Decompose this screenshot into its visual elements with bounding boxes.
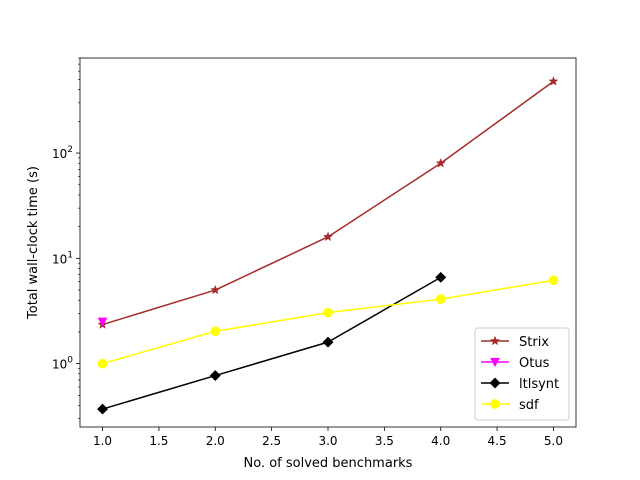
legend-label: ltlsynt: [519, 377, 559, 392]
x-tick-label: 1.5: [149, 434, 168, 448]
x-tick-label: 1.0: [93, 434, 112, 448]
y-tick-label-exponent: 1: [67, 250, 73, 260]
y-tick-label-exponent: 0: [67, 356, 73, 366]
series-line: [102, 276, 442, 410]
legend-marker: [489, 377, 501, 389]
y-tick-label-base: 10: [52, 252, 67, 266]
legend-marker: [490, 357, 500, 368]
series-sdf: [97, 275, 559, 369]
series-ltlsynt: [96, 271, 447, 415]
y-tick-label: 100: [52, 356, 73, 372]
data-point: [435, 157, 446, 168]
data-point: [435, 294, 446, 304]
data-point: [435, 271, 447, 283]
legend-marker: [490, 399, 500, 409]
data-point: [96, 403, 109, 415]
x-tick-label: 2.5: [262, 434, 281, 448]
y-tick-label-base: 10: [52, 358, 67, 372]
data-point: [548, 76, 559, 86]
legend-marker: [489, 335, 501, 346]
x-tick-label: 3.0: [318, 434, 337, 448]
x-tick-label: 4.5: [488, 434, 507, 448]
legend-label: Strix: [519, 335, 549, 350]
x-axis-label: No. of solved benchmarks: [244, 456, 413, 471]
x-tick-label: 3.5: [375, 434, 394, 448]
y-tick-label-exponent: 2: [67, 145, 73, 155]
x-tick-label: 2.0: [206, 434, 225, 448]
x-tick-label: 5.0: [544, 434, 563, 448]
series-otus: [97, 317, 108, 327]
plot-frame: [79, 57, 577, 428]
legend-box: [474, 327, 570, 421]
data-point: [548, 275, 559, 286]
y-tick-label: 102: [52, 145, 73, 161]
legend-entry-otus: Otus: [481, 356, 550, 371]
legend-entry-ltlsynt: ltlsynt: [481, 377, 559, 392]
legend: Strix Otus ltlsynt sdf: [474, 327, 570, 421]
data-point: [97, 358, 108, 369]
data-point: [322, 336, 334, 348]
data-point: [323, 307, 333, 318]
y-tick-label: 101: [52, 250, 73, 266]
data-point: [322, 231, 334, 242]
data-point: [97, 317, 108, 327]
x-axis-ticks: 1.0 1.5 2.0 2.5 3.0 3.5 4.0 4.5 5.0: [93, 427, 563, 448]
y-tick-label-base: 10: [52, 147, 67, 161]
legend-label: sdf: [519, 398, 539, 413]
y-axis-label: Total wall-clock time (s): [26, 166, 41, 320]
legend-label: Otus: [519, 356, 550, 371]
data-point: [210, 284, 221, 295]
series-layer: [96, 76, 559, 415]
legend-entry-sdf: sdf: [481, 398, 539, 413]
x-tick-label: 4.0: [431, 434, 450, 448]
data-point: [210, 326, 221, 337]
data-point: [209, 370, 221, 382]
legend-entry-strix: Strix: [481, 335, 549, 350]
